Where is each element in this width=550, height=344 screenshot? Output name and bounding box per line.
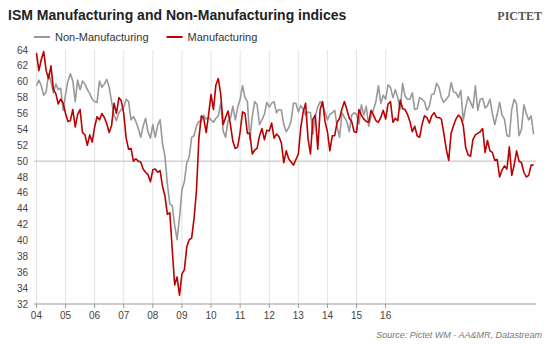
y-tick-label: 52 <box>17 140 29 151</box>
x-tick-label: 06 <box>89 310 101 321</box>
x-tick <box>356 304 357 308</box>
x-tick <box>327 304 328 308</box>
y-tick-label: 34 <box>17 283 29 294</box>
x-tick <box>269 304 270 308</box>
x-tick-label: 07 <box>118 310 130 321</box>
x-tick-label: 14 <box>322 310 334 321</box>
grid-line <box>269 50 270 304</box>
x-tick-label: 16 <box>380 310 392 321</box>
grid-line <box>94 50 95 304</box>
title: ISM Manufacturing and Non-Manufacturing … <box>8 7 347 23</box>
y-tick-label: 64 <box>17 45 29 56</box>
grid-line <box>152 50 153 304</box>
x-tick-label: 04 <box>31 310 43 321</box>
y-tick-label: 60 <box>17 76 29 87</box>
x-tick <box>36 304 37 308</box>
chart: ISM Manufacturing and Non-Manufacturing … <box>0 0 550 344</box>
y-tick-label: 54 <box>17 124 29 135</box>
y-tick-label: 46 <box>17 187 29 198</box>
grid-line <box>211 50 212 304</box>
y-tick-label: 62 <box>17 60 29 71</box>
legend-entry: Manufacturing <box>188 31 258 43</box>
x-tick <box>181 304 182 308</box>
x-tick-label: 09 <box>176 310 188 321</box>
x-tick-label: 05 <box>60 310 72 321</box>
legend: Non-Manufacturing Manufacturing <box>34 31 257 43</box>
grid-line <box>240 50 241 304</box>
y-tick-label: 50 <box>17 156 29 167</box>
plot-area <box>36 52 533 296</box>
x-tick <box>152 304 153 308</box>
y-tick-label: 38 <box>17 251 29 262</box>
x-tick-label: 15 <box>351 310 363 321</box>
x-tick-label: 13 <box>293 310 305 321</box>
grid-line <box>36 50 37 304</box>
y-tick-label: 44 <box>17 203 29 214</box>
y-tick-label: 56 <box>17 108 29 119</box>
reference-line <box>34 161 536 162</box>
y-tick-label: 58 <box>17 92 29 103</box>
x-tick-label: 08 <box>147 310 159 321</box>
y-tick-label: 48 <box>17 172 29 183</box>
x-tick <box>240 304 241 308</box>
y-tick-label: 32 <box>17 299 29 310</box>
x-tick-label: 10 <box>205 310 217 321</box>
x-tick <box>385 304 386 308</box>
x-tick <box>65 304 66 308</box>
grid-line <box>298 50 299 304</box>
y-tick-label: 40 <box>17 235 29 246</box>
x-axis <box>34 304 536 305</box>
legend-entry: Non-Manufacturing <box>55 31 149 43</box>
grid-line <box>181 50 182 304</box>
y-tick-label: 36 <box>17 267 29 278</box>
legend-swatch <box>167 36 183 38</box>
legend-swatch <box>34 36 50 38</box>
grid-line <box>385 50 386 304</box>
x-tick <box>298 304 299 308</box>
x-tick-label: 11 <box>235 310 246 321</box>
x-tick <box>211 304 212 308</box>
source: Source: Pictet WM - AA&MR, Datastream <box>376 330 542 340</box>
x-tick-label: 12 <box>264 310 276 321</box>
series-line <box>36 52 533 296</box>
grid-line <box>356 50 357 304</box>
annotation: PICTET <box>497 9 542 23</box>
x-tick <box>94 304 95 308</box>
grid-line <box>123 50 124 304</box>
y-tick-label: 42 <box>17 219 29 230</box>
grid-line <box>327 50 328 304</box>
x-tick <box>123 304 124 308</box>
